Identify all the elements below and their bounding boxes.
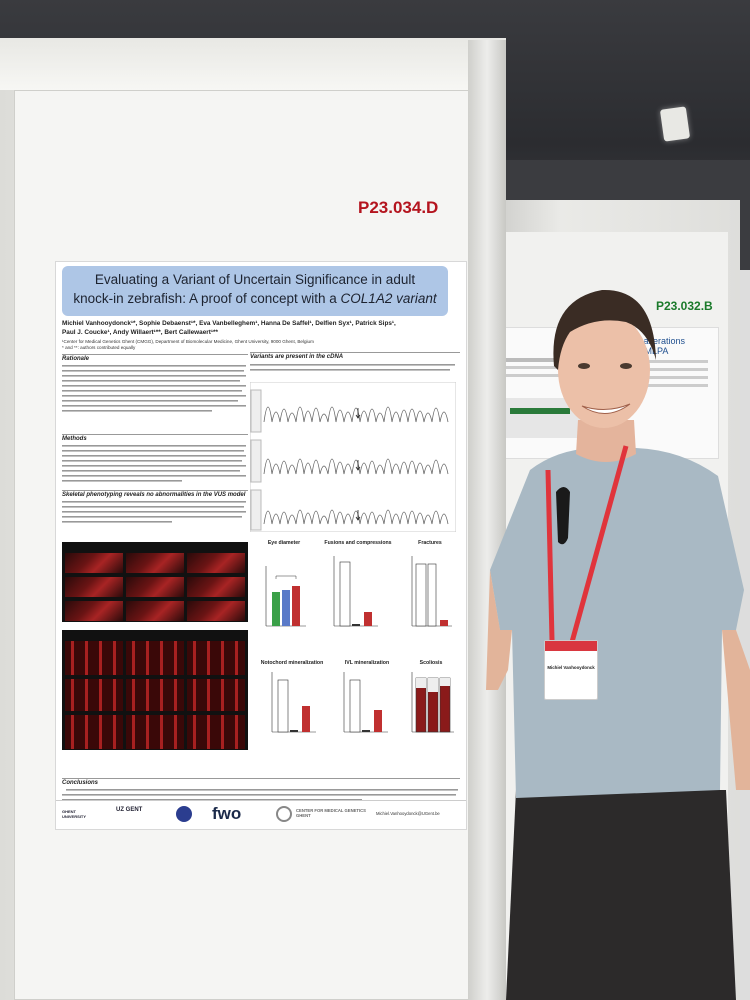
cdna-heading: Variants are present in the cDNA: [250, 352, 460, 360]
person: [486, 289, 750, 1000]
chart-eye: [265, 566, 306, 627]
cmgg-logo: CENTER FOR MEDICAL GENETICS GHENT: [296, 808, 366, 818]
chart-notochord-title: Notochord mineralization: [260, 660, 324, 666]
chart-fusions-title: Fusions and compressions: [324, 540, 392, 546]
conclusions-heading: Conclusions: [62, 778, 460, 786]
cdna-section: Variants are present in the cDNA: [250, 352, 460, 378]
skeletal-section: Skeletal phenotyping reveals no abnormal…: [62, 490, 248, 543]
skeletal-text-lines: [62, 501, 246, 523]
lanyard-right: [569, 445, 629, 643]
spotlight-icon: [659, 106, 691, 142]
jeans: [506, 790, 736, 1000]
affiliation-line1: ¹Center for Medical Genetics Ghent (CMGG…: [62, 339, 314, 344]
methods-text-lines: [62, 445, 246, 482]
authors-line2: Paul J. Coucke¹, Andy Willaert¹**, Bert …: [62, 328, 218, 336]
hair: [553, 289, 656, 370]
sunglasses-icon: [556, 487, 570, 545]
chart-fractures: [411, 556, 452, 627]
chart-scoliosis-title: Scoliosis: [419, 660, 443, 666]
second-poster-title: ber alterations gitalMLPA: [628, 336, 686, 356]
cdna-text-lines: [250, 364, 455, 371]
rationale-heading: Rationale: [62, 354, 248, 362]
poster-title-gene: COL1A2 variant: [340, 291, 437, 306]
rationale-section: Rationale: [62, 354, 248, 431]
chart-ivl-title: IVL mineralization: [344, 660, 390, 666]
lanyard-left: [545, 469, 555, 641]
face: [558, 312, 650, 428]
conclusions-section: Conclusions: [62, 778, 460, 807]
poster-title-line1: Evaluating a Variant of Uncertain Signif…: [94, 272, 416, 287]
poster-title-line2: knock-in zebrafish: A proof of concept w…: [62, 289, 448, 308]
second-poster-code: P23.032.B: [656, 299, 713, 313]
methods-heading: Methods: [62, 434, 248, 442]
uz-gent-logo: UZ GENT: [116, 807, 143, 813]
neck: [576, 420, 636, 462]
conclusions-text-lines: [62, 789, 458, 801]
fish-image-panel-bottom: [62, 630, 248, 750]
chart-scoliosis: [411, 672, 454, 733]
ghent-university-logo: GHENT UNIVERSITY: [62, 809, 87, 819]
t-shirt: [490, 448, 744, 798]
bar-charts: [265, 556, 454, 733]
board-side-rail: [468, 40, 506, 1000]
poster-authors: Michiel Vanhooydonck¹*, Sophie Debaenst¹…: [62, 320, 462, 337]
rationale-text-lines: [62, 365, 246, 412]
contact-email: Michiel.Vanhooydonck@UGent.be: [376, 811, 440, 816]
main-poster: Evaluating a Variant of Uncertain Signif…: [56, 262, 466, 829]
name-badge: Michiel Vanhooydonck: [544, 640, 598, 700]
left-arm: [486, 570, 512, 690]
smile: [581, 403, 631, 414]
fish-image-panel-top: [62, 542, 248, 622]
poster-logos-bar: GHENT UNIVERSITY UZ GENT fwo CENTER FOR …: [56, 800, 466, 828]
chromatogram-panel: [250, 382, 456, 532]
poster-title-prefix: knock-in zebrafish: A proof of concept w…: [73, 291, 341, 306]
third-board-edge: [740, 270, 750, 1000]
chart-ivl: [343, 672, 388, 733]
authors-line1: Michiel Vanhooydonck¹*, Sophie Debaenst¹…: [62, 320, 396, 327]
chart-notochord: [271, 672, 316, 733]
poster-title: Evaluating a Variant of Uncertain Signif…: [62, 266, 448, 316]
poster-affiliation: ¹Center for Medical Genetics Ghent (CMGG…: [62, 339, 442, 351]
main-poster-code: P23.034.D: [358, 198, 439, 217]
badge-name: Michiel Vanhooydonck: [547, 665, 595, 670]
fwo-logo: fwo: [212, 804, 242, 823]
affiliation-line2: * and **: authors contributed equally: [62, 345, 136, 350]
methods-section: Methods: [62, 434, 248, 495]
chart-eye-title: Eye diameter: [267, 540, 301, 546]
chromatogram-traces: [263, 406, 449, 525]
chart-fractures-title: Fractures: [418, 540, 442, 546]
right-arm: [722, 630, 750, 790]
chart-fusions: [333, 556, 378, 627]
board-top-edge: [0, 38, 506, 90]
skeletal-heading: Skeletal phenotyping reveals no abnormal…: [62, 490, 248, 498]
cmgg-icon: [276, 806, 292, 822]
seal-icon: [176, 806, 192, 822]
badge-header: [545, 641, 597, 651]
